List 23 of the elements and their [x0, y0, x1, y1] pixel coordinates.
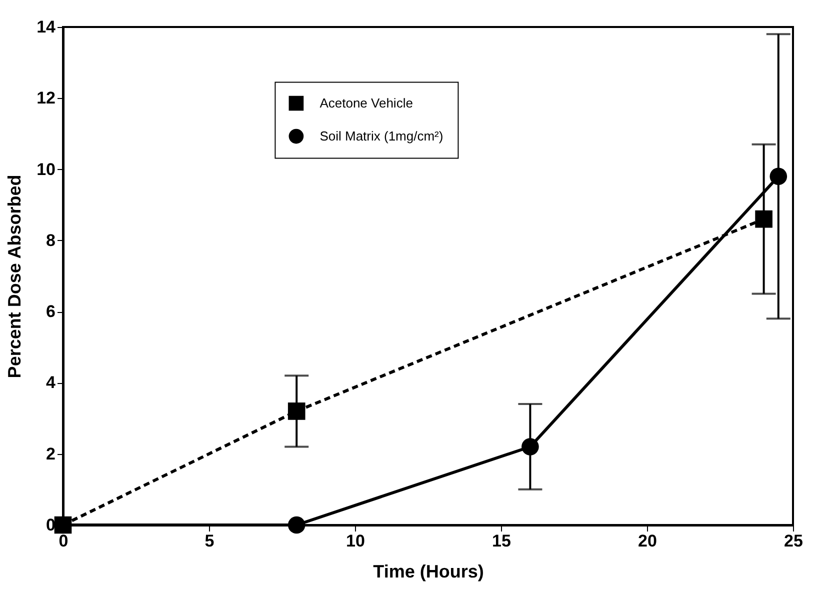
x-tick-label: 10	[346, 532, 365, 550]
y-tick-label: 14	[36, 18, 56, 36]
point	[770, 168, 788, 186]
point	[288, 516, 306, 534]
y-tick-label: 4	[46, 373, 56, 392]
point	[755, 210, 772, 228]
y-tick-label: 2	[46, 444, 56, 464]
x-axis-title: Time (Hours)	[373, 562, 484, 582]
y-tick-label: 10	[36, 160, 56, 179]
point	[522, 438, 539, 456]
y-tick-label: 8	[46, 230, 56, 250]
x-tick-label: 0	[58, 532, 68, 550]
x-tick-label: 25	[784, 532, 803, 550]
x-tick-label: 5	[204, 532, 214, 550]
y-axis-title: Percent Dose Absorbed	[4, 174, 25, 378]
x-tick-label: 20	[638, 532, 657, 550]
legend-label: Soil Matrix (1mg/cm²)	[320, 128, 444, 144]
x-tick-label: 15	[492, 532, 511, 550]
legend-label: Acetone Vehicle	[320, 95, 413, 110]
point	[288, 402, 306, 420]
y-tick-label: 0	[46, 516, 56, 534]
y-tick-label: 12	[36, 88, 56, 108]
y-tick-label: 6	[46, 302, 56, 322]
